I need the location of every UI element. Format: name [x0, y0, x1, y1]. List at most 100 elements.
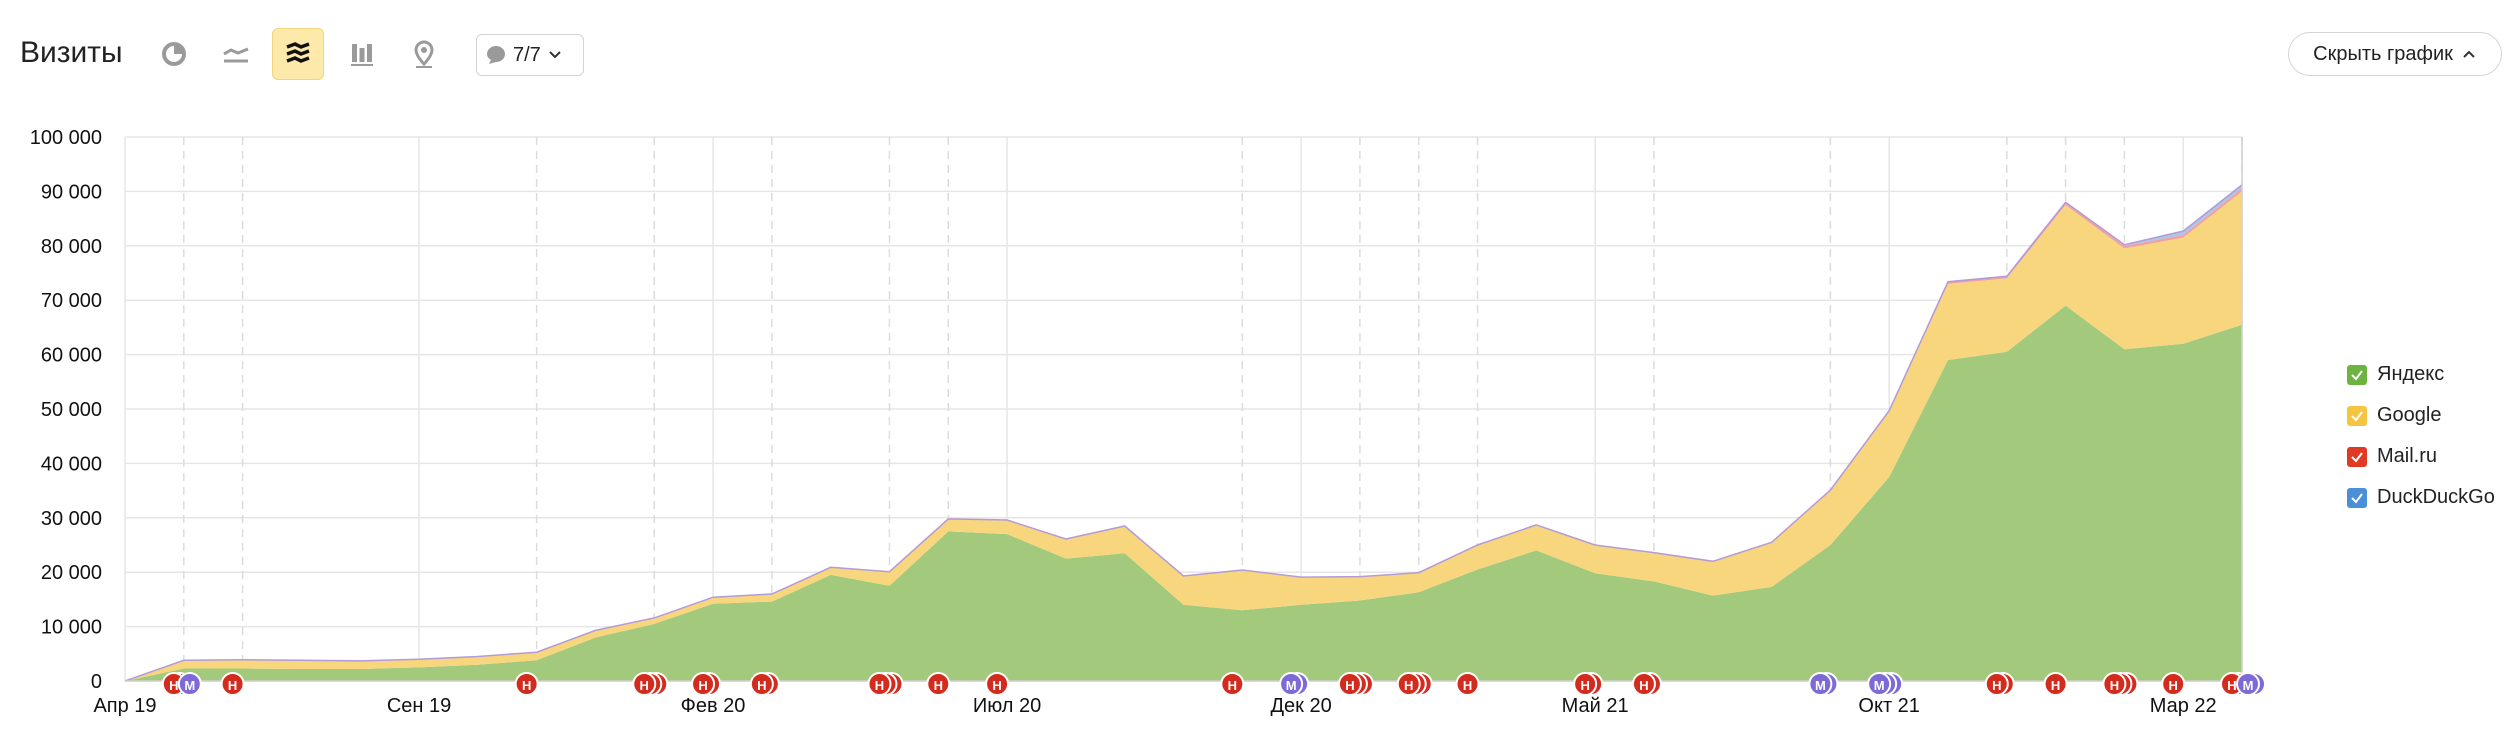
area-top-line — [124, 184, 2243, 682]
map-pin-button[interactable] — [398, 28, 450, 80]
page-title: Визиты — [20, 36, 123, 69]
map-pin-icon — [414, 40, 434, 68]
note-marker — [749, 672, 774, 696]
y-tick-label: 0 — [91, 671, 102, 693]
legend-label: Яндекс — [2377, 363, 2445, 385]
note-marker-label: М — [1286, 678, 1297, 693]
legend-label: Google — [2377, 404, 2442, 426]
note-marker-label: Н — [934, 678, 943, 693]
y-tick-label: 60 000 — [41, 345, 102, 367]
note-marker-label: Н — [169, 678, 178, 693]
note-marker — [1573, 672, 1598, 696]
area-series-0 — [125, 305, 2242, 681]
comment-icon — [487, 46, 505, 64]
legend-label: DuckDuckGo — [2377, 486, 2495, 508]
note-marker-label: Н — [1228, 678, 1237, 693]
x-tick-label: Окт 21 — [1858, 695, 1920, 717]
note-marker — [926, 672, 951, 696]
checkbox-icon[interactable] — [2347, 405, 2367, 426]
notes-filter-button[interactable]: 7/7 — [476, 34, 584, 76]
note-marker-label: Н — [1992, 678, 2001, 693]
area-series-1 — [125, 191, 2242, 681]
note-marker — [514, 672, 539, 696]
note-marker — [2102, 672, 2127, 696]
x-tick-label: Май 21 — [1562, 695, 1629, 717]
checkbox-icon[interactable] — [2347, 487, 2367, 508]
note-marker-label: Н — [640, 678, 649, 693]
legend-label: Mail.ru — [2377, 445, 2438, 467]
pie-chart-button[interactable] — [148, 28, 200, 80]
note-marker — [1984, 672, 2009, 696]
note-marker-label: Н — [1580, 678, 1589, 693]
y-tick-label: 80 000 — [41, 236, 102, 258]
note-marker-label: Н — [1463, 678, 1472, 693]
stacked-area-icon — [286, 42, 310, 63]
note-marker — [1455, 672, 1480, 696]
line-chart-button[interactable] — [210, 28, 262, 80]
x-tick-label: Сен 19 — [387, 695, 451, 717]
y-tick-label: 20 000 — [41, 562, 102, 584]
note-marker-label: М — [1815, 678, 1826, 693]
note-marker-label: Н — [1345, 678, 1354, 693]
note-marker — [1867, 672, 1892, 696]
note-marker — [691, 672, 716, 696]
note-marker — [2043, 672, 2068, 696]
note-marker-label: Н — [522, 678, 531, 693]
note-marker — [1279, 672, 1304, 696]
stacked-bar-button[interactable] — [336, 28, 388, 80]
y-tick-label: 40 000 — [41, 453, 102, 475]
x-tick-label: Мар 22 — [2150, 695, 2217, 717]
note-marker — [632, 672, 657, 696]
note-marker-label: Н — [2227, 678, 2236, 693]
y-tick-label: 90 000 — [41, 181, 102, 203]
note-marker — [1337, 672, 1362, 696]
checkbox-icon[interactable] — [2347, 364, 2367, 385]
legend-item-duckduckgo[interactable]: DuckDuckGo — [2347, 477, 2495, 518]
chevron-up-icon — [2463, 50, 2475, 58]
y-tick-label: 50 000 — [41, 399, 102, 421]
note-marker — [1220, 672, 1245, 696]
note-marker — [2236, 672, 2260, 696]
note-marker — [867, 672, 892, 696]
legend-item-yandex[interactable]: Яндекс — [2347, 354, 2495, 395]
y-tick-label: 30 000 — [41, 508, 102, 530]
chevron-down-icon — [549, 51, 561, 59]
note-marker-label: М — [184, 678, 195, 693]
note-marker — [1396, 672, 1421, 696]
note-marker — [1631, 672, 1656, 696]
note-marker-label: Н — [875, 678, 884, 693]
y-tick-label: 70 000 — [41, 290, 102, 312]
y-tick-label: 100 000 — [30, 127, 102, 149]
note-marker-label: Н — [992, 678, 1001, 693]
x-tick-label: Дек 20 — [1270, 695, 1331, 717]
notes-count: 7/7 — [513, 43, 541, 66]
line-chart-icon — [223, 47, 249, 63]
note-marker-label: М — [1874, 678, 1885, 693]
note-marker-label: Н — [2168, 678, 2177, 693]
note-marker — [177, 672, 202, 696]
checkbox-icon[interactable] — [2347, 446, 2367, 467]
x-tick-label: Июл 20 — [973, 695, 1041, 717]
note-marker — [220, 672, 245, 696]
note-marker — [985, 672, 1010, 696]
note-marker-label: Н — [1404, 678, 1413, 693]
stacked-bar-icon — [351, 44, 373, 66]
note-marker-label: Н — [1639, 678, 1648, 693]
note-marker — [2161, 672, 2186, 696]
note-marker-label: М — [2243, 678, 2254, 693]
stacked-area-button[interactable] — [272, 28, 324, 80]
hide-chart-label: Скрыть график — [2313, 42, 2453, 65]
note-marker-label: Н — [698, 678, 707, 693]
legend-item-mailru[interactable]: Mail.ru — [2347, 436, 2495, 477]
note-marker-label: Н — [2110, 678, 2119, 693]
note-marker-label: Н — [2051, 678, 2060, 693]
note-marker-label: Н — [228, 678, 237, 693]
note-marker-label: Н — [757, 678, 766, 693]
hide-chart-button[interactable]: Скрыть график — [2288, 32, 2502, 76]
legend-item-google[interactable]: Google — [2347, 395, 2495, 436]
pie-chart-icon — [162, 42, 186, 66]
note-marker — [1808, 672, 1833, 696]
x-tick-label: Фев 20 — [681, 695, 746, 717]
chart-legend: Яндекс Google Mail.ru DuckDuckGo — [2347, 354, 2495, 518]
